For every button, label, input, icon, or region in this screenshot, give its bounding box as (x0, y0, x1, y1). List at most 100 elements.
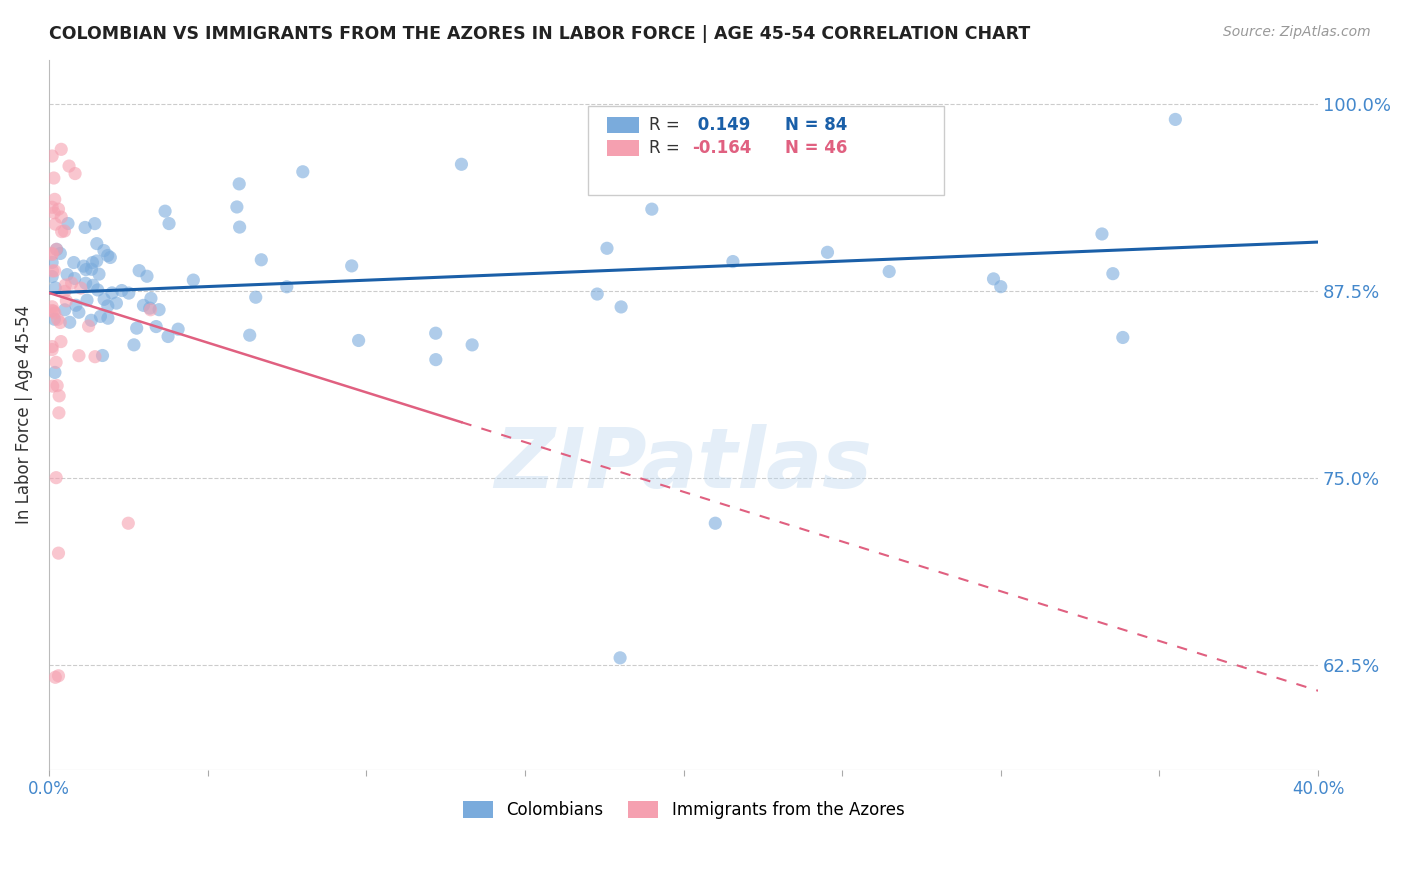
Point (89, 310, 111, 324)
Point (817, 245, 839, 260)
Point (41, 246, 63, 260)
Text: R =: R = (650, 138, 685, 157)
Point (117, 516, 139, 531)
Point (425, 352, 447, 367)
Point (63, 271, 86, 285)
Point (118, 286, 141, 301)
Point (59, 315, 82, 329)
Point (48, 389, 70, 403)
Point (877, 264, 900, 278)
Point (51, 225, 73, 239)
Point (41, 200, 63, 214)
Point (153, 204, 176, 219)
Point (46, 378, 69, 392)
Point (77, 319, 100, 334)
Point (97, 248, 120, 262)
Point (97, 311, 120, 326)
Point (461, 338, 484, 352)
Point (49, 316, 72, 330)
Point (609, 650, 631, 665)
Point (450, 157, 472, 171)
Point (41, 303, 63, 318)
Point (86, 283, 108, 297)
Point (291, 165, 314, 179)
Point (65, 298, 87, 312)
Point (425, 326, 447, 341)
Text: -0.164: -0.164 (692, 138, 752, 157)
Point (122, 338, 145, 352)
Point (76, 293, 98, 308)
Point (41, 247, 63, 261)
Point (42, 205, 65, 219)
Point (45, 470, 67, 484)
Point (53, 302, 76, 317)
Point (93, 244, 115, 258)
Point (41, 300, 63, 314)
Point (91, 349, 114, 363)
Point (983, 272, 1005, 286)
Point (105, 296, 128, 310)
Point (69, 281, 91, 295)
Point (157, 217, 180, 231)
Point (98, 251, 121, 265)
Bar (607, 140, 640, 155)
Point (41, 255, 63, 269)
Point (139, 302, 162, 317)
Point (83, 217, 105, 231)
Point (42, 171, 65, 186)
Point (67, 349, 90, 363)
Point (45, 243, 67, 257)
Point (51, 210, 73, 224)
Point (53, 278, 76, 293)
Point (136, 269, 159, 284)
Point (48, 669, 70, 683)
Point (990, 279, 1012, 293)
Point (596, 241, 619, 255)
Point (93, 293, 115, 307)
Point (49, 246, 72, 260)
Point (1112, 330, 1135, 344)
Point (63, 167, 86, 181)
Point (48, 406, 70, 420)
Point (49, 334, 72, 349)
Point (46, 312, 69, 326)
Point (56, 268, 79, 282)
Point (72, 259, 94, 273)
Point (48, 202, 70, 216)
Point (167, 322, 190, 336)
Text: Source: ZipAtlas.com: Source: ZipAtlas.com (1223, 25, 1371, 39)
Bar (607, 117, 640, 133)
Point (82, 255, 104, 269)
Point (67, 305, 90, 319)
Text: COLOMBIAN VS IMMIGRANTS FROM THE AZORES IN LABOR FORCE | AGE 45-54 CORRELATION C: COLOMBIAN VS IMMIGRANTS FROM THE AZORES … (49, 25, 1031, 43)
Point (225, 200, 247, 214)
Point (86, 236, 108, 251)
Point (58, 159, 80, 173)
Point (45, 355, 67, 369)
Point (245, 290, 267, 304)
Point (148, 302, 170, 317)
Point (44, 281, 66, 295)
Point (86, 254, 108, 268)
Point (145, 319, 167, 334)
Point (80, 313, 103, 327)
Point (125, 321, 148, 335)
Point (41, 340, 63, 354)
Point (132, 298, 155, 312)
Point (41, 149, 63, 163)
Point (44, 312, 66, 326)
Point (44, 366, 66, 380)
Point (55, 293, 77, 308)
Point (75, 220, 97, 235)
Y-axis label: In Labor Force | Age 45-54: In Labor Force | Age 45-54 (15, 305, 32, 524)
Point (53, 285, 76, 299)
Point (82, 278, 104, 293)
Point (704, 516, 727, 531)
Point (41, 379, 63, 393)
Point (1091, 227, 1114, 241)
Point (41, 343, 63, 357)
Point (228, 220, 250, 235)
FancyBboxPatch shape (588, 106, 943, 194)
Point (97, 299, 120, 313)
Point (41, 264, 63, 278)
